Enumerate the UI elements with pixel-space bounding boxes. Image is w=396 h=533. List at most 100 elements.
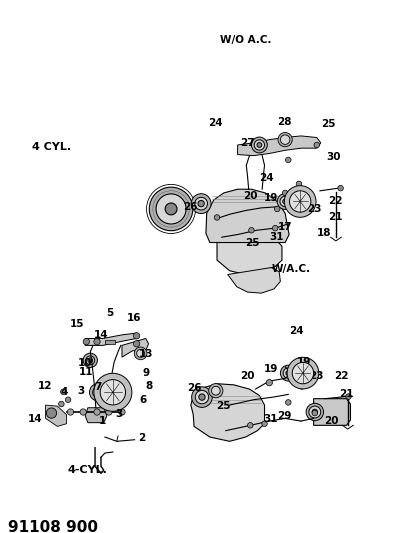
Polygon shape bbox=[46, 405, 67, 426]
Circle shape bbox=[195, 390, 209, 404]
Circle shape bbox=[296, 181, 302, 187]
Text: 24: 24 bbox=[209, 118, 223, 127]
Text: 20: 20 bbox=[243, 191, 257, 200]
Circle shape bbox=[262, 421, 267, 426]
Text: 17: 17 bbox=[278, 222, 292, 231]
Circle shape bbox=[272, 225, 278, 231]
Circle shape bbox=[80, 409, 86, 415]
Circle shape bbox=[100, 379, 126, 405]
Text: 4: 4 bbox=[61, 387, 68, 397]
Circle shape bbox=[286, 400, 291, 405]
Text: 16: 16 bbox=[127, 313, 141, 322]
Circle shape bbox=[94, 373, 132, 411]
Text: 15: 15 bbox=[70, 319, 84, 329]
Circle shape bbox=[137, 350, 145, 357]
Circle shape bbox=[119, 409, 125, 415]
Text: 22: 22 bbox=[329, 197, 343, 206]
Circle shape bbox=[338, 185, 343, 191]
Circle shape bbox=[67, 409, 74, 415]
Circle shape bbox=[94, 409, 100, 415]
Circle shape bbox=[83, 338, 89, 345]
Circle shape bbox=[277, 193, 293, 209]
Circle shape bbox=[286, 371, 291, 375]
Text: 2: 2 bbox=[138, 433, 145, 443]
Text: 1: 1 bbox=[99, 416, 106, 426]
Text: W/A.C.: W/A.C. bbox=[272, 264, 310, 274]
Text: 19: 19 bbox=[297, 358, 311, 367]
Circle shape bbox=[95, 390, 101, 395]
Circle shape bbox=[88, 358, 93, 362]
Circle shape bbox=[156, 194, 186, 224]
Text: 19: 19 bbox=[264, 193, 278, 203]
Text: 19: 19 bbox=[264, 364, 278, 374]
Polygon shape bbox=[314, 399, 350, 425]
Circle shape bbox=[266, 379, 272, 386]
Polygon shape bbox=[228, 268, 280, 293]
Circle shape bbox=[282, 190, 288, 196]
Circle shape bbox=[93, 387, 104, 398]
Circle shape bbox=[283, 368, 293, 378]
Text: 20: 20 bbox=[325, 416, 339, 426]
Circle shape bbox=[249, 228, 254, 233]
Circle shape bbox=[286, 157, 291, 163]
Circle shape bbox=[284, 185, 316, 217]
Text: 3: 3 bbox=[115, 409, 122, 418]
Circle shape bbox=[248, 423, 253, 428]
Circle shape bbox=[211, 386, 220, 395]
Circle shape bbox=[314, 142, 320, 148]
Circle shape bbox=[214, 215, 220, 220]
Text: 23: 23 bbox=[310, 372, 324, 381]
Text: 19: 19 bbox=[292, 198, 306, 207]
Circle shape bbox=[83, 353, 97, 367]
Text: 12: 12 bbox=[38, 381, 53, 391]
Text: 20: 20 bbox=[240, 371, 255, 381]
Circle shape bbox=[280, 135, 290, 144]
Text: 7: 7 bbox=[95, 383, 102, 392]
Polygon shape bbox=[238, 136, 321, 156]
Circle shape bbox=[306, 403, 324, 421]
Text: 4 CYL.: 4 CYL. bbox=[32, 142, 71, 151]
Text: 21: 21 bbox=[329, 213, 343, 222]
Text: 21: 21 bbox=[339, 390, 354, 399]
Text: 25: 25 bbox=[322, 119, 336, 128]
Circle shape bbox=[61, 389, 66, 394]
Text: 8: 8 bbox=[145, 381, 152, 391]
Polygon shape bbox=[122, 338, 148, 357]
Text: 13: 13 bbox=[139, 350, 153, 359]
Circle shape bbox=[195, 197, 208, 210]
Circle shape bbox=[165, 203, 177, 215]
Circle shape bbox=[198, 200, 204, 207]
Circle shape bbox=[278, 133, 292, 147]
Text: 22: 22 bbox=[334, 371, 348, 381]
Text: 26: 26 bbox=[188, 383, 202, 393]
Circle shape bbox=[299, 384, 305, 389]
Circle shape bbox=[251, 137, 267, 153]
Text: 14: 14 bbox=[94, 330, 108, 340]
Polygon shape bbox=[191, 384, 265, 441]
Text: 30: 30 bbox=[326, 152, 341, 161]
Circle shape bbox=[309, 406, 321, 418]
Text: 10: 10 bbox=[78, 358, 92, 368]
Circle shape bbox=[191, 193, 211, 214]
Circle shape bbox=[199, 394, 205, 400]
Circle shape bbox=[149, 187, 193, 231]
Circle shape bbox=[254, 140, 265, 150]
Text: W/O A.C.: W/O A.C. bbox=[220, 35, 271, 45]
Circle shape bbox=[283, 199, 287, 204]
Circle shape bbox=[59, 401, 64, 407]
Circle shape bbox=[312, 409, 318, 415]
Text: 3: 3 bbox=[78, 386, 85, 395]
Circle shape bbox=[133, 333, 140, 339]
Circle shape bbox=[346, 394, 351, 399]
Text: 24: 24 bbox=[259, 173, 273, 183]
Circle shape bbox=[274, 206, 280, 212]
Text: 91108 900: 91108 900 bbox=[8, 520, 98, 533]
Polygon shape bbox=[206, 189, 289, 243]
Text: 5: 5 bbox=[107, 309, 114, 318]
Circle shape bbox=[287, 357, 319, 389]
Circle shape bbox=[89, 384, 107, 401]
Polygon shape bbox=[85, 408, 107, 423]
Text: 24: 24 bbox=[289, 326, 303, 336]
Circle shape bbox=[280, 365, 296, 381]
Circle shape bbox=[46, 408, 57, 418]
